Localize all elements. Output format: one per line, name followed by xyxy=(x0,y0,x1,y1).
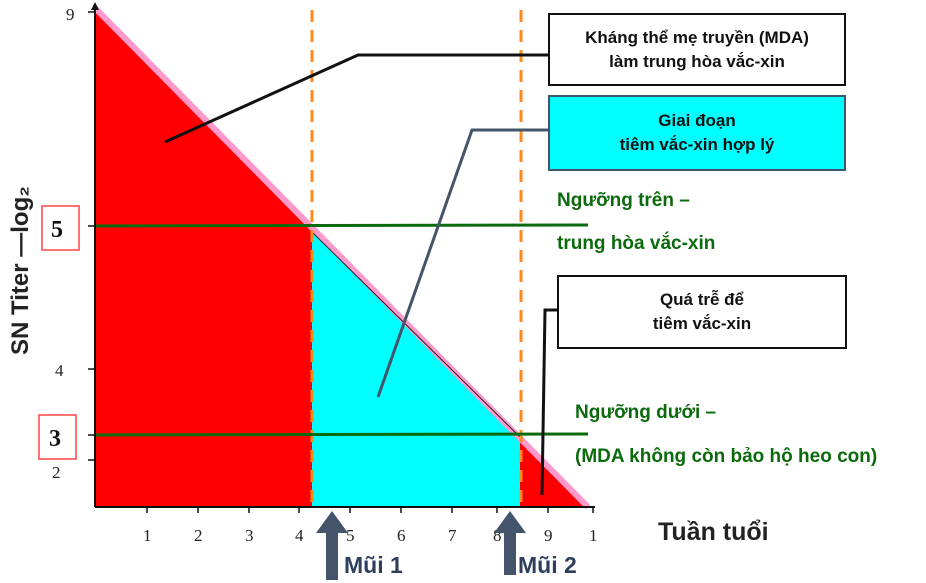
lower-threshold-line2: (MDA không còn bảo hộ heo con) xyxy=(575,446,878,467)
y-axis-arrow-icon xyxy=(91,2,99,10)
x-tick-label: 3 xyxy=(245,526,254,545)
mda-callout-line1: Kháng thể mẹ truyền (MDA) xyxy=(585,27,809,47)
lower-threshold-line1: Ngưỡng dưới – xyxy=(575,402,717,423)
upper-threshold-line1: Ngưỡng trên – xyxy=(557,190,690,211)
x-tick-label: 2 xyxy=(194,526,203,545)
late-callout: Quá trễ để tiêm vắc-xin xyxy=(557,275,847,349)
x-tick-label: 9 xyxy=(544,526,553,545)
window-callout-leader xyxy=(376,128,548,398)
mda-callout-line2: làm trung hòa vắc-xin xyxy=(609,51,785,71)
mda-decline-line xyxy=(92,5,591,510)
y-tick-5: 5 xyxy=(51,217,63,243)
dose2-arrow-icon xyxy=(494,511,526,575)
dose1-label: Mũi 1 xyxy=(344,552,403,578)
late-callout-line1: Quá trễ để xyxy=(659,290,745,310)
mda-callout: Kháng thể mẹ truyền (MDA) làm trung hòa v… xyxy=(548,13,846,86)
mda-region-red xyxy=(95,10,312,506)
y-tick-4: 4 xyxy=(55,361,64,380)
window-region-cyan xyxy=(312,232,520,506)
upper-threshold-line2: trung hòa vắc-xin xyxy=(557,233,716,254)
x-tick-label: 8 xyxy=(493,526,502,545)
y-tick-2: 2 xyxy=(52,463,61,482)
dose2-label: Mũi 2 xyxy=(518,552,577,578)
y-tick-5-box xyxy=(41,205,80,251)
dose1-arrow-icon xyxy=(316,511,348,580)
x-axis-label: Tuần tuổi xyxy=(658,518,769,546)
window-callout-line1: Giai đoạn xyxy=(658,111,736,131)
lower-threshold-line xyxy=(94,432,589,437)
window-callout: Giai đoạn tiêm vắc-xin hợp lý xyxy=(548,95,846,171)
x-tick-label: 4 xyxy=(295,526,304,545)
x-tick-label: 5 xyxy=(346,526,355,545)
y-tick-3-box xyxy=(38,414,77,460)
y-axis-label: SN Titer —log₂ xyxy=(7,186,34,355)
x-tick-labels: 1 2 3 4 5 6 7 8 9 1 xyxy=(143,526,598,545)
upper-threshold-line xyxy=(94,223,589,228)
x-ticks xyxy=(146,507,594,513)
window-callout-line2: tiêm vắc-xin hợp lý xyxy=(619,135,775,154)
late-callout-line2: tiêm vắc-xin xyxy=(652,314,752,333)
decline-edge xyxy=(311,231,521,438)
y-tick-9: 9 xyxy=(66,5,75,24)
late-callout-leader xyxy=(540,308,557,496)
x-tick-label: 1 xyxy=(589,526,598,545)
y-tick-3: 3 xyxy=(49,426,61,452)
mda-callout-leader xyxy=(164,53,548,144)
x-tick-label: 1 xyxy=(143,526,152,545)
x-tick-label: 6 xyxy=(397,526,406,545)
y-ticks xyxy=(88,11,95,461)
x-tick-label: 7 xyxy=(448,526,457,545)
